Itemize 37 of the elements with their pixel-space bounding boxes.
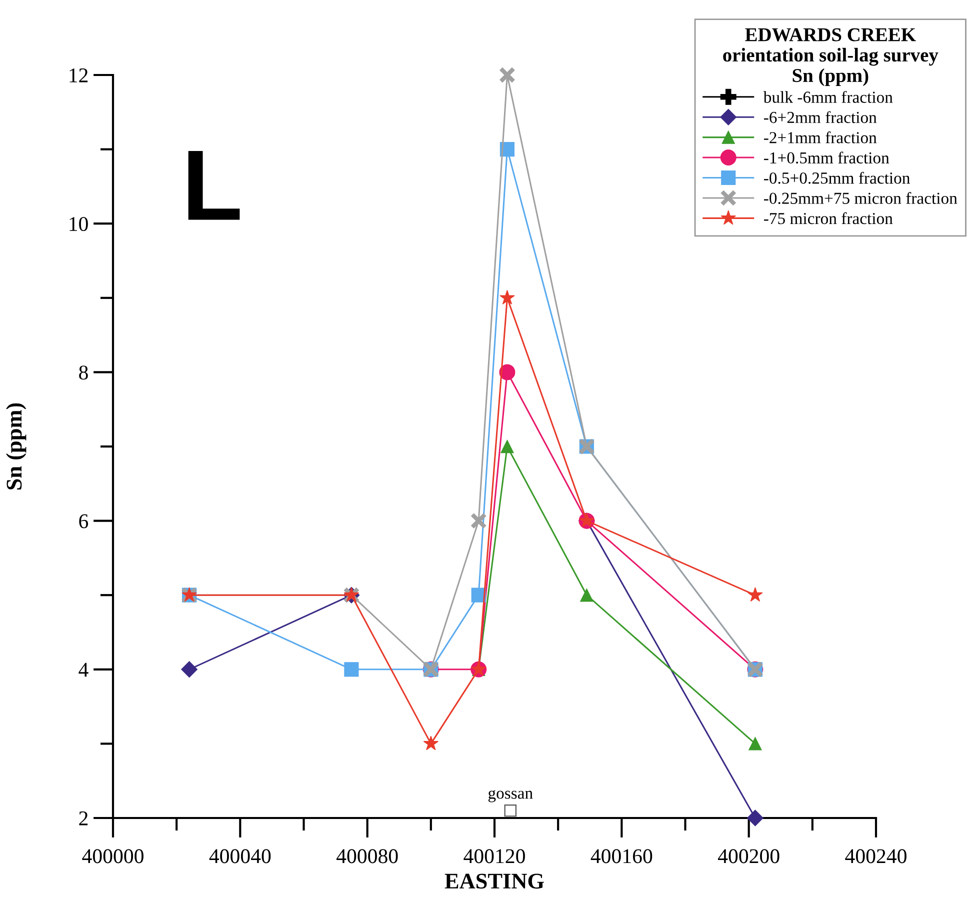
point bbox=[748, 737, 762, 750]
point bbox=[181, 661, 198, 678]
annotation: L bbox=[188, 150, 240, 220]
point bbox=[499, 364, 516, 380]
x-tick-label: 400080 bbox=[336, 849, 398, 864]
point bbox=[500, 290, 515, 304]
point bbox=[423, 736, 439, 750]
point bbox=[500, 440, 514, 454]
legend-title: EDWARDS CREEK orientation soil-lag survey Sn (ppm) bbox=[723, 28, 938, 86]
point bbox=[344, 662, 359, 677]
legend-label: -1+0.5mm fraction bbox=[764, 152, 890, 164]
point bbox=[746, 810, 764, 826]
x-axis-title: EASTING bbox=[444, 874, 544, 889]
point bbox=[470, 512, 487, 530]
y-tick-label: 8 bbox=[79, 366, 88, 380]
x-tick-label: 400120 bbox=[464, 849, 525, 864]
point bbox=[748, 587, 763, 602]
x-tick-label: 400000 bbox=[82, 849, 144, 864]
point bbox=[498, 66, 516, 84]
y-axis-title: Sn (ppm) bbox=[6, 403, 26, 490]
x-tick-label: 400040 bbox=[209, 849, 271, 864]
legend-label: bulk -6mm fraction bbox=[763, 90, 893, 103]
y-tick-label: 12 bbox=[70, 68, 88, 82]
legend-label: -75 micron fraction bbox=[764, 212, 893, 224]
legend-label: -2+1mm fraction bbox=[764, 131, 877, 144]
legend-label: -6+2mm fraction bbox=[764, 111, 877, 124]
x-tick-label: 400160 bbox=[590, 849, 652, 864]
x-tick-label: 400240 bbox=[845, 849, 906, 864]
y-tick-label: 4 bbox=[78, 662, 88, 677]
annotation: gossan bbox=[488, 790, 533, 802]
y-tick-label: 6 bbox=[79, 514, 88, 528]
legend-label: -0.5+0.25mm fraction bbox=[764, 172, 910, 184]
legend-label: -0.25mm+75 micron fraction bbox=[764, 192, 958, 204]
y-tick-label: 2 bbox=[79, 811, 88, 826]
y-tick-label: 10 bbox=[70, 216, 88, 232]
point bbox=[580, 588, 594, 602]
x-tick-label: 400200 bbox=[718, 849, 780, 864]
